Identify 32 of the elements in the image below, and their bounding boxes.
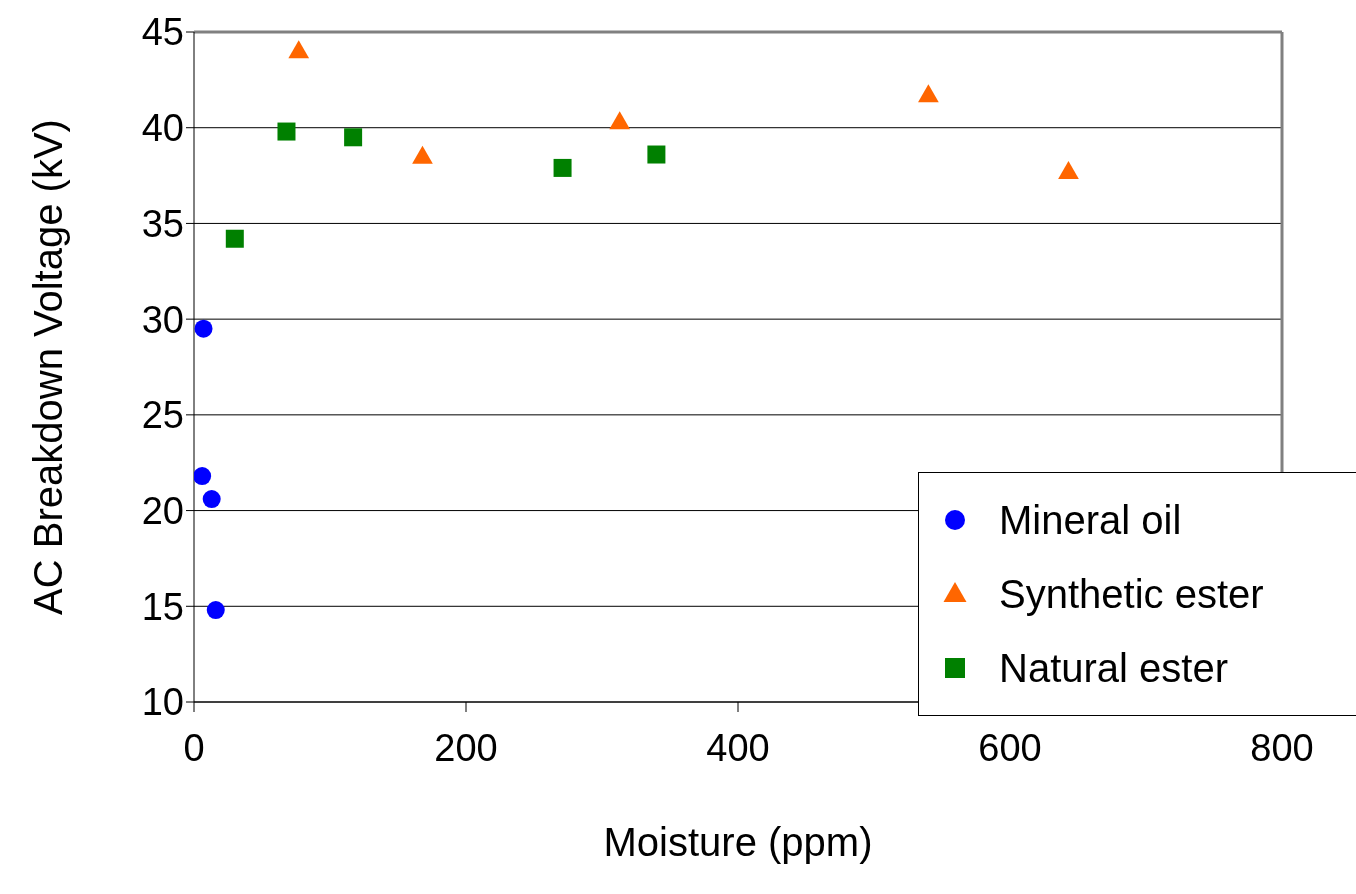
y-tick-label: 40: [141, 107, 184, 150]
point: [412, 145, 433, 164]
legend-label: Mineral oil: [999, 497, 1182, 543]
y-tick-label: 35: [141, 202, 184, 245]
x-tick-label: 800: [1250, 726, 1314, 769]
point: [1058, 160, 1079, 179]
point: [344, 128, 363, 147]
point: [918, 84, 939, 103]
point: [194, 467, 212, 486]
x-tick-label: 400: [706, 726, 770, 769]
point: [194, 319, 213, 338]
x-tick-label: 600: [978, 726, 1042, 769]
y-tick-label: 30: [141, 298, 184, 341]
point: [288, 40, 310, 59]
point: [202, 490, 221, 509]
x-axis-title: Moisture (ppm): [603, 820, 873, 864]
point: [647, 145, 666, 164]
y-tick-label: 25: [141, 394, 184, 437]
y-tick-label: 10: [141, 681, 184, 724]
point: [609, 111, 631, 130]
point: [225, 229, 244, 248]
y-tick-label: 20: [141, 490, 184, 533]
y-axis-title: AC Breakdown Voltage (kV): [26, 119, 71, 615]
x-tick-label: 200: [434, 726, 498, 769]
y-tick-label: 15: [141, 585, 184, 628]
point: [277, 122, 296, 141]
point: [206, 601, 225, 620]
legend-label: Natural ester: [999, 645, 1228, 691]
point: [553, 158, 572, 177]
y-tick-label: 45: [141, 11, 184, 54]
x-tick-label: 0: [183, 726, 205, 769]
legend-label: Synthetic ester: [999, 571, 1264, 617]
